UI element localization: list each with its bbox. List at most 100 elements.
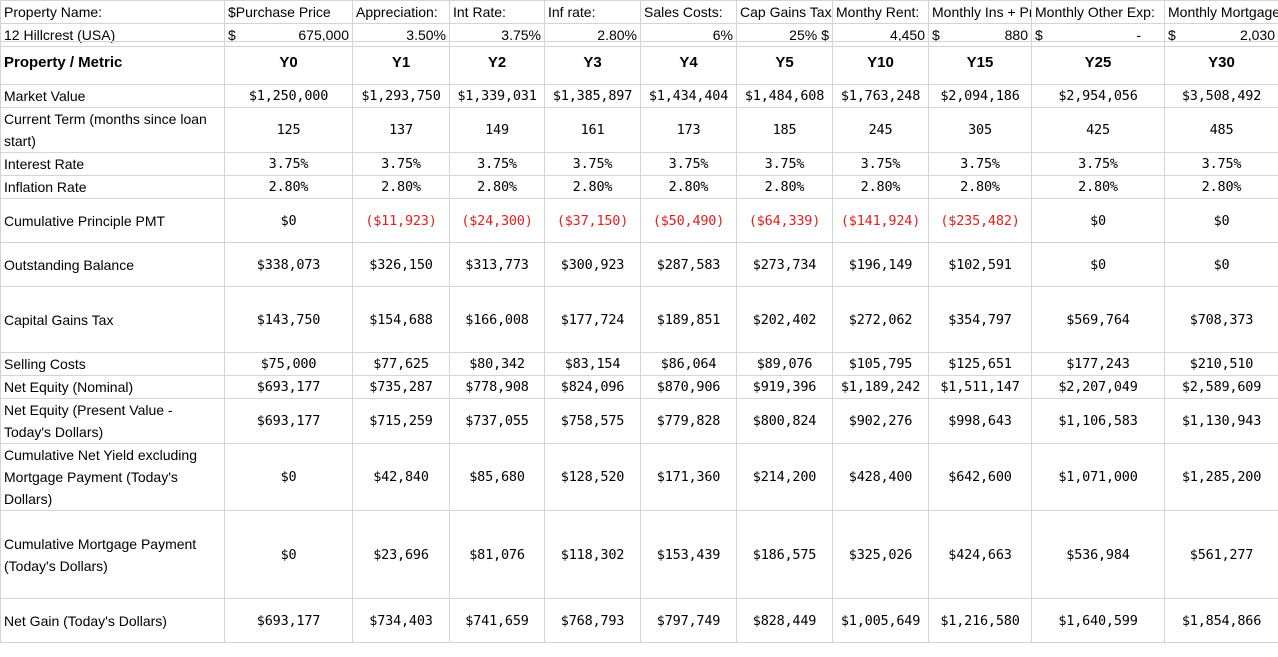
metric-cell[interactable]: $1,216,580	[928, 598, 1032, 643]
metric-cell[interactable]: ($24,300)	[449, 198, 545, 243]
metric-cell[interactable]: $23,696	[352, 510, 450, 599]
metric-cell[interactable]: $1,484,608	[736, 84, 833, 108]
metric-cell[interactable]: $287,583	[640, 242, 737, 287]
metric-cell[interactable]: $1,285,200	[1164, 443, 1278, 511]
metric-cell[interactable]: $1,339,031	[449, 84, 545, 108]
metric-cell[interactable]: $75,000	[224, 352, 353, 376]
metric-cell[interactable]: 3.75%	[544, 152, 641, 176]
metric-cell[interactable]: $693,177	[224, 398, 353, 444]
metric-cell[interactable]: $1,385,897	[544, 84, 641, 108]
metric-cell[interactable]: $42,840	[352, 443, 450, 511]
metric-cell[interactable]: $80,342	[449, 352, 545, 376]
metric-cell[interactable]: $735,287	[352, 375, 450, 399]
metric-cell[interactable]: 125	[224, 107, 353, 153]
year-header-y25[interactable]: Y25	[1031, 41, 1165, 85]
metric-cell[interactable]: 485	[1164, 107, 1278, 153]
metric-cell[interactable]: $779,828	[640, 398, 737, 444]
metric-cell[interactable]: $919,396	[736, 375, 833, 399]
metric-cell[interactable]: $1,189,242	[832, 375, 929, 399]
metric-label[interactable]: Inflation Rate	[0, 175, 225, 199]
metric-cell[interactable]: $154,688	[352, 286, 450, 353]
metric-cell[interactable]: 305	[928, 107, 1032, 153]
metric-cell[interactable]: $86,064	[640, 352, 737, 376]
metric-cell[interactable]: $166,008	[449, 286, 545, 353]
metric-cell[interactable]: 245	[832, 107, 929, 153]
label-monthly-mortgage[interactable]: Monthly Mortgage	[1164, 0, 1278, 24]
metric-cell[interactable]: $2,207,049	[1031, 375, 1165, 399]
metric-label[interactable]: Net Equity (Present Value - Today's Doll…	[0, 398, 225, 444]
metric-cell[interactable]: $0	[1164, 242, 1278, 287]
label-inf-rate[interactable]: Inf rate:	[544, 0, 641, 24]
label-sales-costs[interactable]: Sales Costs:	[640, 0, 737, 24]
metric-cell[interactable]: $326,150	[352, 242, 450, 287]
metric-cell[interactable]: $1,005,649	[832, 598, 929, 643]
metric-cell[interactable]: 2.80%	[736, 175, 833, 199]
metric-cell[interactable]: $196,149	[832, 242, 929, 287]
metric-cell[interactable]: $338,073	[224, 242, 353, 287]
metric-cell[interactable]: 2.80%	[1031, 175, 1165, 199]
metric-cell[interactable]: $642,600	[928, 443, 1032, 511]
metric-cell[interactable]: $715,259	[352, 398, 450, 444]
metric-cell[interactable]: ($64,339)	[736, 198, 833, 243]
metric-cell[interactable]: 3.75%	[449, 152, 545, 176]
metric-cell[interactable]: 3.75%	[1164, 152, 1278, 176]
metric-cell[interactable]: $354,797	[928, 286, 1032, 353]
metric-cell[interactable]: 2.80%	[832, 175, 929, 199]
metric-cell[interactable]: 2.80%	[224, 175, 353, 199]
metric-cell[interactable]: $1,130,943	[1164, 398, 1278, 444]
metric-cell[interactable]: $693,177	[224, 375, 353, 399]
metric-cell[interactable]: $202,402	[736, 286, 833, 353]
metric-cell[interactable]: $1,293,750	[352, 84, 450, 108]
metric-cell[interactable]: 173	[640, 107, 737, 153]
metric-cell[interactable]: $325,026	[832, 510, 929, 599]
metric-cell[interactable]: $2,589,609	[1164, 375, 1278, 399]
metric-cell[interactable]: $1,071,000	[1031, 443, 1165, 511]
metric-cell[interactable]: $105,795	[832, 352, 929, 376]
metric-cell[interactable]: $1,511,147	[928, 375, 1032, 399]
metric-cell[interactable]: $1,250,000	[224, 84, 353, 108]
metric-cell[interactable]: $171,360	[640, 443, 737, 511]
metric-cell[interactable]: 149	[449, 107, 545, 153]
metric-cell[interactable]: $693,177	[224, 598, 353, 643]
metric-cell[interactable]: $824,096	[544, 375, 641, 399]
metric-cell[interactable]: $1,434,404	[640, 84, 737, 108]
year-header-y3[interactable]: Y3	[544, 41, 641, 85]
metric-cell[interactable]: $118,302	[544, 510, 641, 599]
metric-cell[interactable]: $741,659	[449, 598, 545, 643]
metric-cell[interactable]: $0	[1031, 198, 1165, 243]
metric-cell[interactable]: $1,763,248	[832, 84, 929, 108]
metric-cell[interactable]: 2.80%	[640, 175, 737, 199]
metric-cell[interactable]: $3,508,492	[1164, 84, 1278, 108]
metric-cell[interactable]: $210,510	[1164, 352, 1278, 376]
metric-label[interactable]: Market Value	[0, 84, 225, 108]
label-monthly-ins[interactable]: Monthly Ins + Pr	[928, 0, 1032, 24]
metric-cell[interactable]: $569,764	[1031, 286, 1165, 353]
corner-label[interactable]: Property / Metric	[0, 41, 225, 85]
metric-cell[interactable]: ($50,490)	[640, 198, 737, 243]
metric-cell[interactable]: $0	[1031, 242, 1165, 287]
metric-cell[interactable]: $77,625	[352, 352, 450, 376]
metric-cell[interactable]: ($235,482)	[928, 198, 1032, 243]
metric-label[interactable]: Current Term (months since loan start)	[0, 107, 225, 153]
metric-label[interactable]: Cumulative Mortgage Payment (Today's Dol…	[0, 510, 225, 599]
metric-cell[interactable]: ($37,150)	[544, 198, 641, 243]
metric-cell[interactable]: $313,773	[449, 242, 545, 287]
metric-cell[interactable]: 2.80%	[449, 175, 545, 199]
label-monthly-rent[interactable]: Monthy Rent:	[832, 0, 929, 24]
metric-cell[interactable]: $272,062	[832, 286, 929, 353]
metric-cell[interactable]: 2.80%	[352, 175, 450, 199]
metric-cell[interactable]: $797,749	[640, 598, 737, 643]
year-header-y10[interactable]: Y10	[832, 41, 929, 85]
metric-cell[interactable]: 3.75%	[736, 152, 833, 176]
label-property-name[interactable]: Property Name:	[0, 0, 225, 24]
metric-cell[interactable]: $0	[224, 510, 353, 599]
metric-cell[interactable]: $1,640,599	[1031, 598, 1165, 643]
metric-cell[interactable]: $102,591	[928, 242, 1032, 287]
metric-cell[interactable]: $89,076	[736, 352, 833, 376]
label-cap-gains-tax[interactable]: Cap Gains Tax:	[736, 0, 833, 24]
metric-cell[interactable]: 425	[1031, 107, 1165, 153]
metric-cell[interactable]: $561,277	[1164, 510, 1278, 599]
metric-cell[interactable]: $428,400	[832, 443, 929, 511]
metric-cell[interactable]: $125,651	[928, 352, 1032, 376]
metric-cell[interactable]: $81,076	[449, 510, 545, 599]
